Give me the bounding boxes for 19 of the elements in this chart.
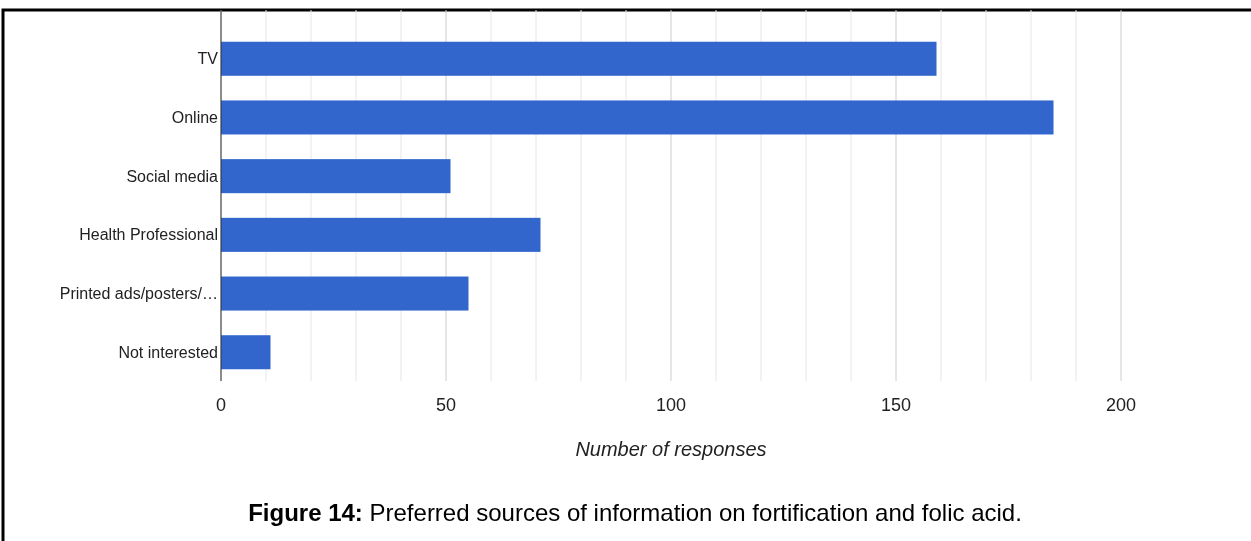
x-tick-label: 200 [1105, 395, 1137, 415]
y-tick-label: Printed ads/posters/… [59, 285, 218, 303]
x-tick-label: 100 [655, 395, 687, 415]
bar [221, 100, 1054, 135]
x-tick-label: 0 [215, 395, 227, 415]
bar [221, 41, 937, 76]
y-tick-label: Online [171, 109, 219, 127]
bar [221, 276, 469, 311]
bar [221, 335, 271, 370]
x-axis-title: Number of responses [575, 438, 767, 460]
bar [221, 159, 451, 194]
x-tick-label: 150 [880, 395, 912, 415]
y-tick-label: Health Professional [79, 226, 218, 244]
y-tick-label: Social media [126, 167, 219, 185]
y-tick-label: TV [197, 50, 219, 68]
text: Figure 14: Preferred sources of information on fortification and folic acid. [248, 499, 1022, 526]
y-tick-label: Not interested [118, 343, 218, 361]
x-tick-label: 50 [435, 395, 457, 415]
bar [221, 217, 541, 252]
